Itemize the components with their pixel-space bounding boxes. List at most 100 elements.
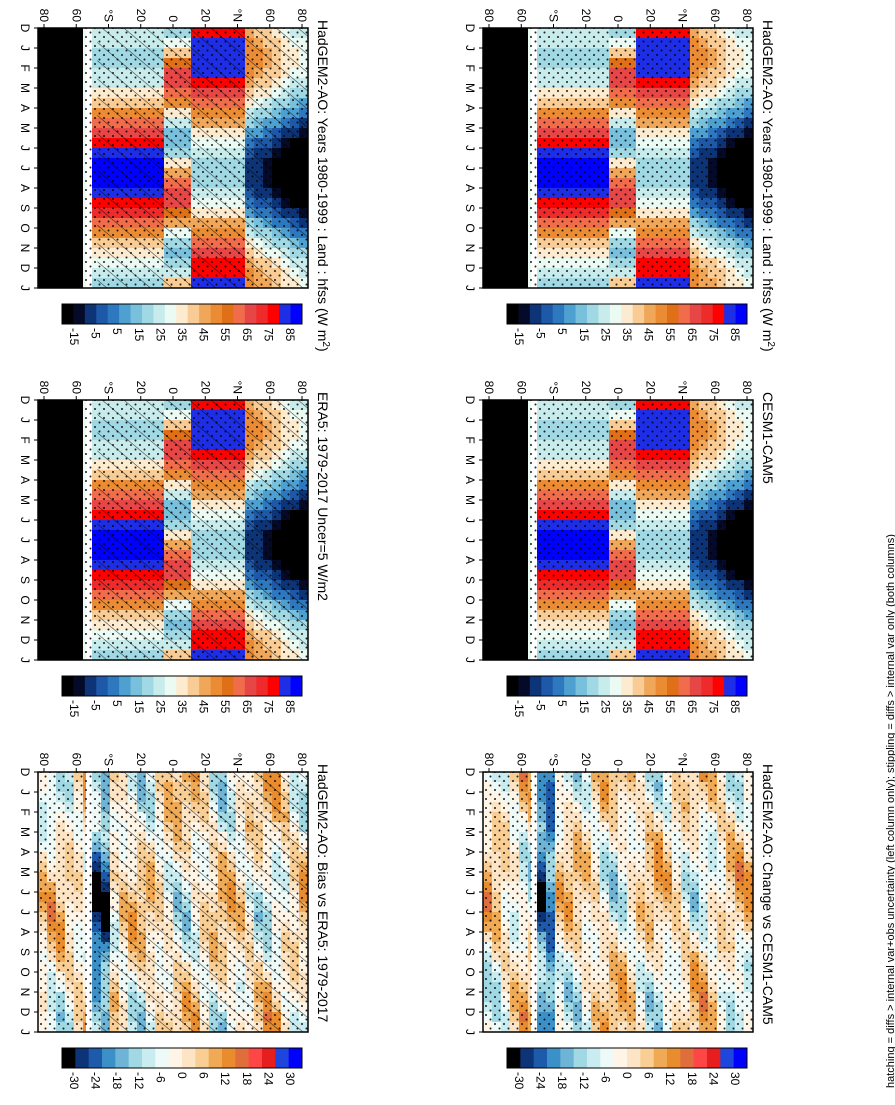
- colorbar-tick-label: 12: [218, 1072, 232, 1086]
- colorbar-swatch: [62, 1048, 76, 1068]
- lat-tick-label: 0: [611, 387, 625, 394]
- colorbar-swatch: [701, 304, 713, 324]
- colorbar-tick-label: -18: [110, 1072, 124, 1090]
- colorbar-swatch: [244, 304, 256, 324]
- colorbar-swatch: [102, 1048, 116, 1068]
- month-tick-label: J: [18, 537, 32, 543]
- colorbar-tick-label: 55: [663, 328, 677, 342]
- colorbar-swatch: [712, 304, 724, 324]
- month-tick-label: A: [18, 556, 32, 564]
- month-tick-label: A: [463, 184, 477, 192]
- month-tick-label: M: [18, 867, 32, 877]
- colorbar-tick-label: -5: [89, 328, 103, 339]
- colorbar-swatch: [288, 1048, 302, 1068]
- colorbar-swatch: [587, 676, 599, 696]
- colorbar-swatch: [290, 676, 302, 696]
- colorbar-tick-label: 35: [620, 700, 634, 714]
- colorbar-swatch: [235, 1048, 249, 1068]
- colorbar-swatch: [84, 304, 96, 324]
- colorbar-swatch: [621, 676, 633, 696]
- month-tick-label: M: [18, 455, 32, 465]
- month-tick-label: O: [463, 223, 477, 232]
- lat-tick-label: 80: [295, 753, 309, 767]
- month-tick-label: A: [18, 104, 32, 112]
- lat-tick-label: °S: [102, 9, 116, 22]
- colorbar-tick-label: -15: [67, 328, 81, 346]
- colorbar-swatch: [142, 304, 154, 324]
- month-tick-label: A: [18, 848, 32, 856]
- colorbar-tick-label: -6: [153, 1072, 167, 1083]
- colorbar-swatch: [644, 676, 656, 696]
- panel-title: HadGEM2-AO: Change vs CESM1-CAM5: [760, 764, 776, 1025]
- month-tick-label: A: [463, 476, 477, 484]
- lat-tick-label: 20: [134, 9, 148, 23]
- colorbar-swatch: [507, 676, 519, 696]
- colorbar-swatch: [689, 304, 701, 324]
- colorbar-swatch: [712, 676, 724, 696]
- colorbar-swatch: [96, 304, 108, 324]
- colorbar-tick-label: -12: [132, 1072, 146, 1090]
- colorbar-swatch: [164, 676, 176, 696]
- colorbar-tick-label: 65: [240, 328, 254, 342]
- month-tick-label: J: [463, 517, 477, 523]
- month-tick-label: J: [463, 657, 477, 663]
- month-tick-label: D: [463, 636, 477, 645]
- colorbar-tick-label: 25: [598, 700, 612, 714]
- colorbar-swatch: [75, 1048, 89, 1068]
- colorbar-tick-label: 55: [218, 700, 232, 714]
- colorbar-swatch: [541, 676, 553, 696]
- plot-area: [38, 28, 309, 289]
- colorbar-swatch: [155, 1048, 169, 1068]
- lat-tick-label: 80: [740, 9, 754, 23]
- colorbar-swatch: [267, 676, 279, 696]
- panel-4: CESM1-CAM58060°N20020°S6080DJFMAMJJASOND…: [463, 381, 776, 718]
- colorbar-swatch: [275, 1048, 289, 1068]
- month-tick-label: M: [463, 455, 477, 465]
- colorbar-tick-label: 55: [218, 328, 232, 342]
- colorbar-tick-label: 75: [261, 700, 275, 714]
- month-tick-label: J: [18, 45, 32, 51]
- colorbar-swatch: [598, 304, 610, 324]
- colorbar-swatch: [678, 304, 690, 324]
- colorbar-swatch: [119, 676, 131, 696]
- stippling-overlay: [483, 28, 753, 288]
- month-tick-label: F: [463, 436, 477, 443]
- month-tick-label: J: [18, 165, 32, 171]
- plot-area: [38, 772, 309, 1033]
- colorbar-swatch: [233, 676, 245, 696]
- panel-title: HadGEM2-AO: Years 1980-1999 : Land : hfs…: [760, 20, 776, 352]
- panel-title: CESM1-CAM5: [760, 392, 776, 484]
- month-tick-label: J: [463, 45, 477, 51]
- panel-title-main: HadGEM2-AO: Years 1980-1999 : Land : hfs…: [760, 20, 776, 341]
- colorbar-swatch: [587, 304, 599, 324]
- colorbar-swatch: [96, 676, 108, 696]
- colorbar-swatch: [142, 1048, 156, 1068]
- colorbar-swatch: [195, 1048, 209, 1068]
- colorbar-swatch: [564, 304, 576, 324]
- panel-1: HadGEM2-AO: Years 1980-1999 : Land : hfs…: [18, 9, 331, 352]
- colorbar-swatch: [279, 676, 291, 696]
- month-tick-label: M: [18, 827, 32, 837]
- lat-tick-label: 80: [482, 9, 496, 23]
- colorbar-swatch: [62, 304, 74, 324]
- month-tick-label: J: [463, 537, 477, 543]
- colorbar-tick-label: 65: [240, 700, 254, 714]
- colorbar-swatch: [564, 676, 576, 696]
- colorbar-swatch: [130, 676, 142, 696]
- colorbar-swatch: [518, 304, 530, 324]
- colorbar-tick-label: -5: [89, 700, 103, 711]
- colorbar-swatch: [644, 304, 656, 324]
- colorbar-tick-label: 30: [283, 1072, 297, 1086]
- colorbar-swatch: [256, 304, 268, 324]
- month-tick-label: J: [463, 285, 477, 291]
- lat-tick-label: 20: [579, 9, 593, 23]
- month-tick-label: D: [463, 264, 477, 273]
- lat-tick-label: 80: [37, 9, 51, 23]
- lat-tick-label: 20: [198, 753, 212, 767]
- month-tick-label: A: [18, 928, 32, 936]
- month-tick-label: J: [18, 285, 32, 291]
- colorbar-tick-label: 45: [642, 328, 656, 342]
- panel-5: HadGEM2-AO: Bias vs ERA5: 1979-20178060°…: [18, 753, 331, 1090]
- panel-title-main: HadGEM2-AO: Bias vs ERA5: 1979-2017: [315, 764, 331, 1023]
- lat-tick-label: °S: [547, 9, 561, 22]
